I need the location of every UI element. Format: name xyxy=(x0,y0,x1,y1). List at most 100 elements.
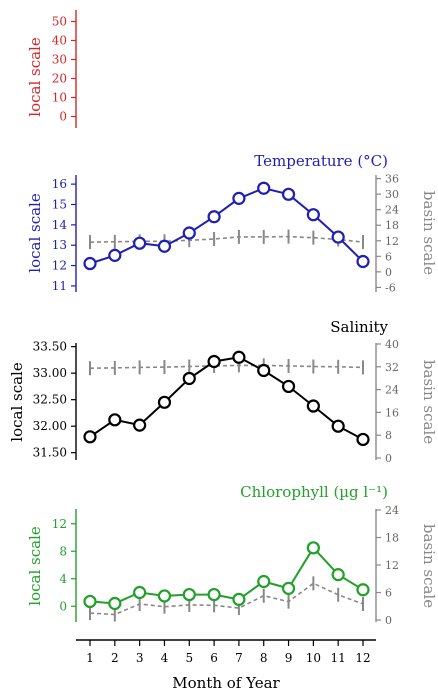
local-point xyxy=(257,363,271,378)
panel-1-ylabel: local scale xyxy=(26,37,44,117)
ytick-right-label: 6 xyxy=(385,587,392,600)
xtick-label: 7 xyxy=(235,651,243,665)
local-series-line xyxy=(89,187,364,265)
local-point xyxy=(281,379,296,394)
ytick-right-label: 16 xyxy=(385,406,399,419)
panel-1-yticks: 0 10 20 30 40 50 xyxy=(52,15,76,124)
local-point xyxy=(83,430,97,444)
panel-2-ylabel-right: basin scale xyxy=(420,191,438,275)
basin-series-line xyxy=(89,364,364,369)
local-point xyxy=(182,371,196,386)
local-series-line xyxy=(89,546,364,605)
local-point xyxy=(182,587,196,602)
ytick-right-label: 0 xyxy=(385,266,392,279)
panel-3-plot xyxy=(83,350,370,447)
ytick-right-label: 32 xyxy=(385,361,399,374)
panel-1: 0 10 20 30 40 50 local scale xyxy=(26,10,77,128)
ytick-label: 50 xyxy=(52,15,67,29)
local-point xyxy=(108,248,122,262)
xtick-label: 1 xyxy=(86,651,94,665)
local-point xyxy=(356,583,370,597)
ytick-label: 40 xyxy=(52,34,67,48)
panel-3-ylabel-right: basin scale xyxy=(420,360,438,444)
xtick-label: 2 xyxy=(111,651,119,665)
local-point xyxy=(232,350,246,364)
local-point xyxy=(331,568,345,582)
ytick-right-label: 6 xyxy=(385,250,392,263)
local-point xyxy=(108,413,122,427)
local-point xyxy=(133,236,147,250)
ytick-label: 31.50 xyxy=(33,446,67,460)
ytick-right-label: 40 xyxy=(385,338,399,351)
ytick-right-label: 24 xyxy=(385,384,399,397)
local-point xyxy=(281,581,296,595)
local-point xyxy=(331,419,345,433)
ytick-label: 8 xyxy=(59,544,67,558)
local-point xyxy=(306,541,320,555)
xtick-label: 4 xyxy=(161,651,169,665)
ytick-label: 30 xyxy=(52,53,67,67)
local-series-line xyxy=(89,356,364,441)
local-point xyxy=(257,574,271,589)
local-point xyxy=(207,210,221,224)
xtick-label: 9 xyxy=(285,651,293,665)
ytick-right-label: 18 xyxy=(385,219,399,232)
ytick-label: 33.50 xyxy=(33,340,67,354)
ytick-label: 12 xyxy=(52,259,67,273)
x-axis-ticks: 1 2 3 4 5 6 7 8 9 10 11 12 xyxy=(86,640,371,665)
local-point xyxy=(133,418,147,432)
xtick-label: 12 xyxy=(355,651,370,665)
panel-4: Chlorophyll (µg l⁻¹) 0 4 8 12 0 6 12 18 24 loca… xyxy=(26,483,438,627)
ytick-label: 32.50 xyxy=(33,393,67,407)
ytick-label: 11 xyxy=(52,279,67,293)
panel-4-yticks: 0 4 8 12 xyxy=(52,517,76,613)
ytick-right-label: 0 xyxy=(385,614,392,627)
local-point xyxy=(207,587,221,602)
panel-2-title: Temperature (°C) xyxy=(254,152,388,170)
panel-2-yticks-right: -6 0 6 12 18 24 30 36 xyxy=(376,173,399,294)
ytick-right-label: 24 xyxy=(385,204,399,217)
panel-4-ylabel-right: basin scale xyxy=(420,524,438,608)
local-point xyxy=(306,208,320,222)
ytick-label: 33.00 xyxy=(33,366,67,380)
local-point xyxy=(331,230,345,244)
ytick-right-label: -6 xyxy=(385,281,396,294)
panel-2: Temperature (°C) 11 12 13 14 15 16 -6 0 6 12 18 24… xyxy=(26,152,438,294)
local-point xyxy=(108,596,122,611)
ytick-label: 10 xyxy=(52,91,67,105)
local-point xyxy=(232,592,246,606)
local-point xyxy=(157,239,172,253)
local-point xyxy=(356,432,370,447)
panel-4-yticks-right: 0 6 12 18 24 xyxy=(376,504,399,627)
xtick-label: 8 xyxy=(260,651,268,665)
panel-4-plot xyxy=(83,541,370,622)
local-point xyxy=(232,191,246,205)
ytick-right-label: 8 xyxy=(385,429,392,442)
basin-series-line xyxy=(89,582,364,616)
xtick-label: 6 xyxy=(210,651,218,665)
xtick-label: 3 xyxy=(136,651,144,665)
xtick-label: 11 xyxy=(331,651,346,665)
local-point xyxy=(83,594,97,609)
ytick-label: 20 xyxy=(52,72,67,86)
panel-4-ylabel: local scale xyxy=(26,526,44,606)
local-point xyxy=(157,395,172,409)
local-point xyxy=(356,254,370,269)
local-point xyxy=(133,585,147,600)
ytick-right-label: 12 xyxy=(385,235,399,248)
x-axis-label: Month of Year xyxy=(172,674,280,692)
local-point xyxy=(182,226,196,240)
ytick-right-label: 36 xyxy=(385,173,399,186)
ytick-label: 14 xyxy=(52,218,68,232)
local-point xyxy=(157,589,172,603)
local-point xyxy=(207,354,221,369)
ytick-right-label: 0 xyxy=(385,452,392,465)
panel-3-title: Salinity xyxy=(330,318,388,336)
ytick-right-label: 30 xyxy=(385,188,399,201)
panel-3-yticks: 31.50 32.00 32.50 33.00 33.50 xyxy=(33,340,76,460)
local-point xyxy=(257,181,271,195)
ytick-label: 15 xyxy=(52,198,67,212)
ytick-label: 4 xyxy=(59,572,67,586)
panel-2-ylabel: local scale xyxy=(26,193,44,273)
